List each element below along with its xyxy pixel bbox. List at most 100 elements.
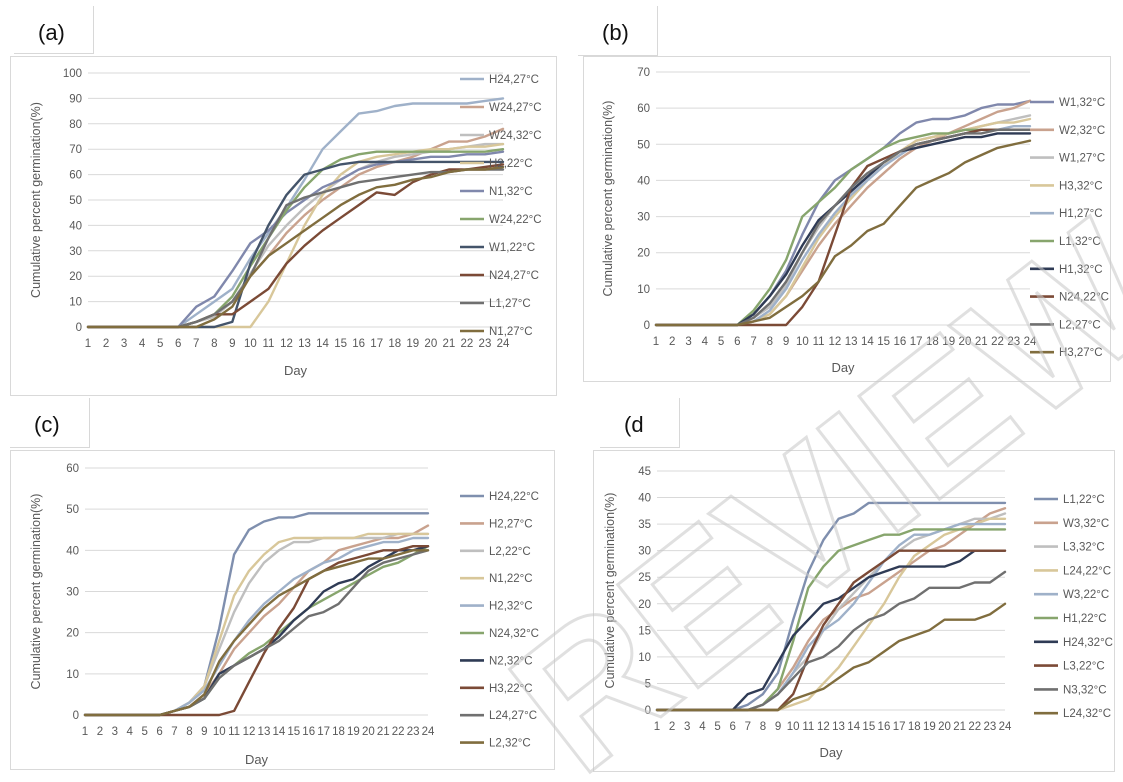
legend-entry: L2,22°C	[489, 546, 531, 558]
legend-entry: W1,22°C	[489, 242, 535, 254]
x-tick-label: 22	[392, 726, 405, 738]
legend-entry: H2,22°C	[489, 158, 533, 170]
x-tick-label: 22	[991, 336, 1004, 348]
x-tick-label: 8	[760, 721, 766, 733]
x-tick-label: 14	[316, 338, 329, 350]
x-tick-label: 5	[157, 338, 163, 350]
x-tick-label: 24	[422, 726, 435, 738]
x-axis-label: Day	[284, 363, 308, 378]
y-tick-label: 70	[69, 144, 82, 156]
x-tick-label: 9	[201, 726, 207, 738]
x-tick-label: 18	[332, 726, 345, 738]
x-tick-label: 9	[775, 721, 781, 733]
y-tick-label: 50	[66, 504, 79, 516]
y-tick-label: 100	[63, 68, 82, 80]
panel-label-c: (c)	[10, 398, 90, 448]
legend-entry: N24,32°C	[489, 628, 539, 640]
x-tick-label: 6	[734, 336, 740, 348]
y-axis-label: Cumulative percent germination(%)	[601, 101, 615, 297]
x-tick-label: 8	[186, 726, 192, 738]
y-tick-label: 20	[66, 628, 79, 640]
x-tick-label: 12	[817, 721, 830, 733]
x-tick-label: 17	[370, 338, 383, 350]
y-tick-label: 80	[69, 119, 82, 131]
x-tick-label: 20	[959, 336, 972, 348]
legend-entry: L1,22°C	[1063, 494, 1105, 506]
x-tick-label: 3	[685, 336, 691, 348]
x-tick-label: 4	[139, 338, 146, 350]
x-tick-label: 8	[211, 338, 217, 350]
x-tick-label: 4	[127, 726, 134, 738]
legend-entry: L24,27°C	[489, 710, 537, 722]
y-tick-label: 0	[644, 320, 650, 332]
x-tick-label: 1	[85, 338, 91, 350]
y-tick-label: 60	[637, 103, 650, 115]
x-tick-label: 13	[845, 336, 858, 348]
legend-entry: W1,32°C	[1059, 97, 1105, 109]
y-tick-label: 20	[637, 248, 650, 260]
x-tick-label: 22	[461, 338, 474, 350]
y-tick-label: 0	[76, 322, 82, 334]
legend-entry: H24,32°C	[1063, 637, 1113, 649]
y-tick-label: 30	[638, 546, 651, 558]
series-line-0	[655, 501, 1007, 712]
x-tick-label: 22	[968, 721, 981, 733]
y-tick-label: 60	[66, 463, 79, 475]
x-tick-label: 23	[1007, 336, 1020, 348]
legend-entry: N1,22°C	[489, 573, 533, 585]
x-tick-label: 17	[317, 726, 330, 738]
x-tick-label: 20	[424, 338, 437, 350]
y-tick-label: 25	[638, 572, 651, 584]
legend-entry: H24,22°C	[489, 491, 539, 503]
x-tick-label: 12	[243, 726, 256, 738]
x-tick-label: 1	[82, 726, 88, 738]
series-line-9	[86, 165, 505, 329]
x-tick-label: 24	[999, 721, 1012, 733]
y-tick-label: 10	[69, 297, 82, 309]
series-line-1	[655, 507, 1007, 712]
y-tick-label: 10	[638, 652, 651, 664]
x-tick-label: 13	[298, 338, 311, 350]
x-tick-label: 15	[862, 721, 875, 733]
x-tick-label: 21	[953, 721, 966, 733]
series-line-4	[83, 536, 430, 717]
y-tick-label: 40	[69, 220, 82, 232]
x-tick-label: 19	[347, 726, 360, 738]
legend-entry: L3,32°C	[1063, 542, 1105, 554]
series-line-1	[86, 127, 505, 329]
series-line-9	[83, 549, 430, 717]
series-line-9	[654, 139, 1032, 327]
x-tick-label: 16	[894, 336, 907, 348]
legend-entry: H24,27°C	[489, 74, 539, 86]
y-tick-label: 40	[66, 545, 79, 557]
y-axis-label: Cumulative percent germination(%)	[29, 102, 43, 298]
x-tick-label: 21	[975, 336, 988, 348]
series-line-9	[655, 602, 1007, 712]
x-tick-label: 16	[352, 338, 365, 350]
x-tick-label: 10	[244, 338, 257, 350]
x-tick-label: 3	[684, 721, 690, 733]
x-tick-label: 3	[121, 338, 127, 350]
series-line-6	[654, 132, 1032, 327]
x-tick-label: 24	[497, 338, 510, 350]
legend-entry: H3,27°C	[1059, 347, 1103, 359]
x-tick-label: 23	[983, 721, 996, 733]
y-tick-label: 20	[69, 271, 82, 283]
legend-entry: L2,32°C	[489, 738, 531, 750]
legend-entry: H1,32°C	[1059, 264, 1103, 276]
legend-entry: L1,32°C	[1059, 236, 1101, 248]
series-line-1	[83, 524, 430, 717]
y-tick-label: 30	[69, 246, 82, 258]
x-tick-label: 5	[718, 336, 724, 348]
x-tick-label: 24	[1024, 336, 1037, 348]
y-tick-label: 45	[638, 466, 651, 478]
x-axis-label: Day	[831, 360, 855, 375]
legend-entry: H2,27°C	[489, 518, 533, 530]
x-tick-label: 2	[669, 336, 675, 348]
y-tick-label: 10	[637, 284, 650, 296]
x-tick-label: 6	[156, 726, 162, 738]
x-tick-label: 21	[377, 726, 390, 738]
legend-entry: N2,32°C	[489, 655, 533, 667]
